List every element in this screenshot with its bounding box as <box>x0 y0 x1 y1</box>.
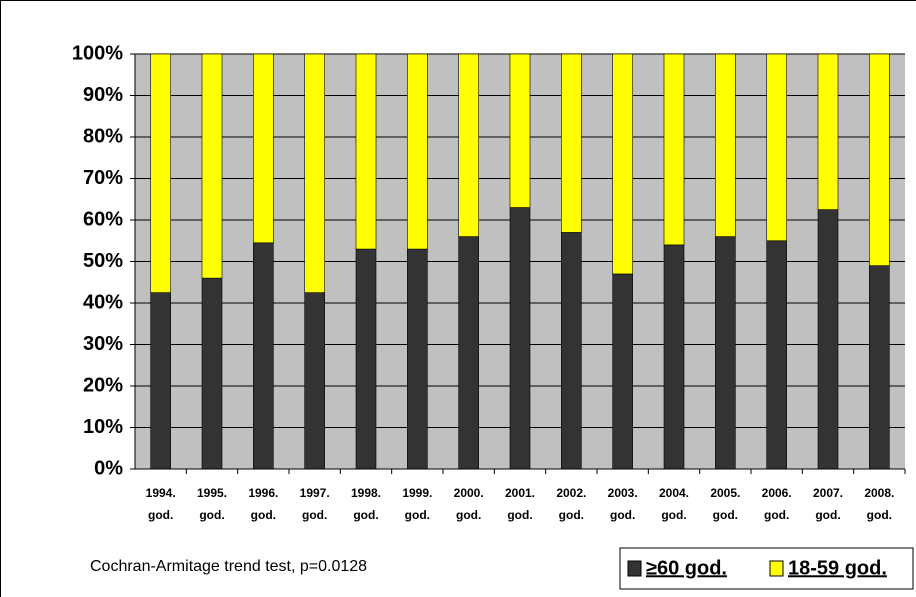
legend <box>619 547 914 590</box>
bar-segment <box>253 53 274 244</box>
bar-segment <box>869 265 890 470</box>
bar-segment <box>304 292 325 470</box>
bar-segment <box>407 248 428 470</box>
x-tick-label: 1995. god. <box>197 486 227 522</box>
bar-segment <box>201 277 223 470</box>
bar-segment <box>766 53 787 242</box>
x-tick-label: 1998. god. <box>351 486 381 522</box>
bar-segment <box>612 53 633 275</box>
x-tick-label: 2003. god. <box>608 486 638 522</box>
bar-segment <box>766 240 787 470</box>
x-tick-label: 2008. god. <box>864 486 894 522</box>
bar-segment <box>458 53 479 237</box>
bar-segment <box>817 209 839 470</box>
y-tick-label: 10% <box>83 416 123 438</box>
y-tick-label: 30% <box>83 333 123 355</box>
y-tick-label: 100% <box>72 42 123 64</box>
legend-label: ≥60 god. <box>646 557 727 579</box>
x-tick-label: 1999. god. <box>402 486 432 522</box>
bar-segment <box>561 232 582 470</box>
y-tick-label: 90% <box>83 84 123 106</box>
bar-segment <box>458 236 479 470</box>
bar-segment <box>355 53 377 250</box>
annotation: Cochran-Armitage trend test, p=0.0128 <box>90 558 367 575</box>
x-tick-label: 2001. god. <box>505 486 535 522</box>
y-tick-label: 0% <box>94 457 123 479</box>
bar-segment <box>201 53 223 279</box>
bar-segment <box>509 207 531 470</box>
bar-segment <box>663 244 685 470</box>
bar-segment <box>355 248 377 470</box>
legend-swatch <box>627 560 642 577</box>
bar-segment <box>663 53 685 246</box>
bar-segment <box>561 53 582 233</box>
bar-segment <box>612 273 633 470</box>
x-tick-label: 2007. god. <box>813 486 843 522</box>
legend-label: 18-59 god. <box>788 557 887 579</box>
bar-segment <box>715 236 736 470</box>
bar-segment <box>253 242 274 470</box>
y-tick-label: 70% <box>83 167 123 189</box>
bar-segment <box>509 53 531 208</box>
x-tick-label: 1994. god. <box>146 486 176 522</box>
x-tick-label: 1997. god. <box>300 486 330 522</box>
legend-swatch <box>769 560 784 577</box>
y-tick-label: 20% <box>83 374 123 396</box>
x-tick-label: 2000. god. <box>454 486 484 522</box>
y-tick-label: 60% <box>83 208 123 230</box>
x-tick-label: 1996. god. <box>248 486 278 522</box>
bar-segment <box>407 53 428 250</box>
x-tick-label: 2002. god. <box>556 486 586 522</box>
x-tick-label: 2005. god. <box>710 486 740 522</box>
bar-segment <box>817 53 839 210</box>
bar-segment <box>150 292 171 470</box>
bar-segment <box>150 53 171 293</box>
y-tick-label: 80% <box>83 125 123 147</box>
bar-segment <box>869 53 890 266</box>
x-tick-label: 2006. god. <box>762 486 792 522</box>
y-tick-label: 40% <box>83 291 123 313</box>
bar-segment <box>715 53 736 237</box>
y-tick-label: 50% <box>83 250 123 272</box>
bar-segment <box>304 53 325 293</box>
x-tick-label: 2004. god. <box>659 486 689 522</box>
